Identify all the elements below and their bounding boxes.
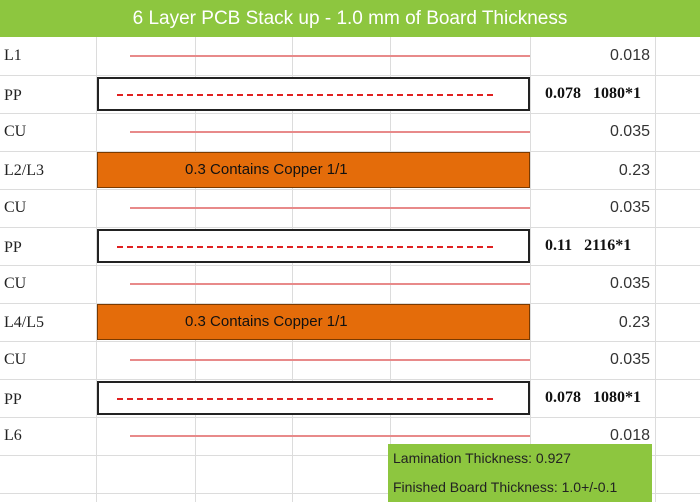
prepreg-layer (97, 229, 530, 263)
layer-label: L4/L5 (4, 314, 44, 331)
prepreg-dash-line (117, 94, 493, 96)
grid-line (0, 417, 700, 418)
grid-line (0, 341, 700, 342)
layer-thickness: 0.018 (609, 47, 650, 64)
layer-label: CU (4, 275, 27, 292)
grid-line (0, 265, 700, 266)
grid-line (655, 37, 656, 502)
prepreg-glass-style: 1080*1 (593, 85, 641, 102)
copper-line (130, 283, 530, 285)
summary-box: Lamination Thickness: 0.927 Finished Boa… (388, 444, 652, 502)
grid-line (0, 303, 700, 304)
copper-line (130, 435, 530, 437)
layer-label: PP (4, 391, 22, 408)
prepreg-glass-style: 1080*1 (593, 389, 641, 406)
layer-row-10: L6 0.018 (0, 417, 700, 455)
layer-label: L6 (4, 427, 22, 444)
prepreg-thickness: 0.078 (545, 85, 581, 102)
layer-thickness: 0.035 (609, 199, 650, 216)
prepreg-dash-line (117, 398, 493, 400)
layer-row-2: CU 0.035 (0, 113, 700, 151)
prepreg-layer (97, 77, 530, 111)
layer-row-4: CU 0.035 (0, 189, 700, 227)
grid-line (390, 37, 391, 502)
prepreg-thickness: 0.078 (545, 389, 581, 406)
copper-line (130, 207, 530, 209)
grid-line (195, 37, 196, 502)
lamination-thickness: Lamination Thickness: 0.927 (393, 450, 571, 466)
prepreg-spec: 0.078 1080*1 (545, 77, 641, 111)
grid-line (292, 37, 293, 502)
prepreg-layer (97, 381, 530, 415)
layer-row-5: PP 0.11 2116*1 (0, 229, 700, 267)
prepreg-dash-line (117, 246, 493, 248)
layer-row-0: L1 0.018 (0, 37, 700, 75)
grid-line (0, 455, 700, 456)
grid-line (0, 151, 700, 152)
layer-label: CU (4, 123, 27, 140)
grid-line (96, 37, 97, 502)
layer-label: PP (4, 239, 22, 256)
stackup-grid: L1 0.018 PP 0.078 1080*1 CU 0.035 L2/L3 0.3 Con… (0, 37, 700, 502)
layer-row-9: PP 0.078 1080*1 (0, 381, 700, 419)
layer-thickness: 0.23 (618, 314, 650, 331)
prepreg-spec: 0.078 1080*1 (545, 381, 641, 415)
grid-line (0, 379, 700, 380)
layer-label: PP (4, 87, 22, 104)
grid-line (0, 189, 700, 190)
layer-thickness: 0.035 (609, 351, 650, 368)
core-layer: 0.3 Contains Copper 1/1 (97, 304, 530, 340)
layer-label: CU (4, 199, 27, 216)
copper-line (130, 359, 530, 361)
copper-line (130, 131, 530, 133)
page-title: 6 Layer PCB Stack up - 1.0 mm of Board T… (0, 0, 700, 37)
layer-label: L2/L3 (4, 162, 44, 179)
grid-line (0, 113, 700, 114)
grid-line (530, 37, 531, 502)
core-layer: 0.3 Contains Copper 1/1 (97, 152, 530, 188)
grid-line (0, 227, 700, 228)
layer-label: L1 (4, 47, 22, 64)
layer-row-7: L4/L5 0.3 Contains Copper 1/1 0.23 (0, 304, 700, 342)
layer-thickness: 0.018 (609, 427, 650, 444)
prepreg-glass-style: 2116*1 (584, 237, 632, 254)
layer-row-6: CU 0.035 (0, 265, 700, 303)
finished-thickness: Finished Board Thickness: 1.0+/-0.1 (393, 479, 618, 495)
copper-line (130, 55, 530, 57)
layer-label: CU (4, 351, 27, 368)
prepreg-thickness: 0.11 (545, 237, 573, 254)
layer-thickness: 0.035 (609, 123, 650, 140)
prepreg-spec: 0.11 2116*1 (545, 229, 631, 263)
layer-thickness: 0.035 (609, 275, 650, 292)
layer-thickness: 0.23 (618, 162, 650, 179)
grid-line (0, 493, 700, 494)
layer-row-1: PP 0.078 1080*1 (0, 77, 700, 115)
grid-line (0, 75, 700, 76)
layer-row-3: L2/L3 0.3 Contains Copper 1/1 0.23 (0, 152, 700, 190)
layer-row-8: CU 0.035 (0, 341, 700, 379)
